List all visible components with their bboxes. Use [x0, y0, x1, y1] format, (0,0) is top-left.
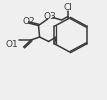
Text: O3: O3: [44, 12, 57, 21]
Text: O2: O2: [23, 17, 35, 26]
Text: Cl: Cl: [64, 2, 72, 12]
Text: O1: O1: [6, 40, 19, 49]
